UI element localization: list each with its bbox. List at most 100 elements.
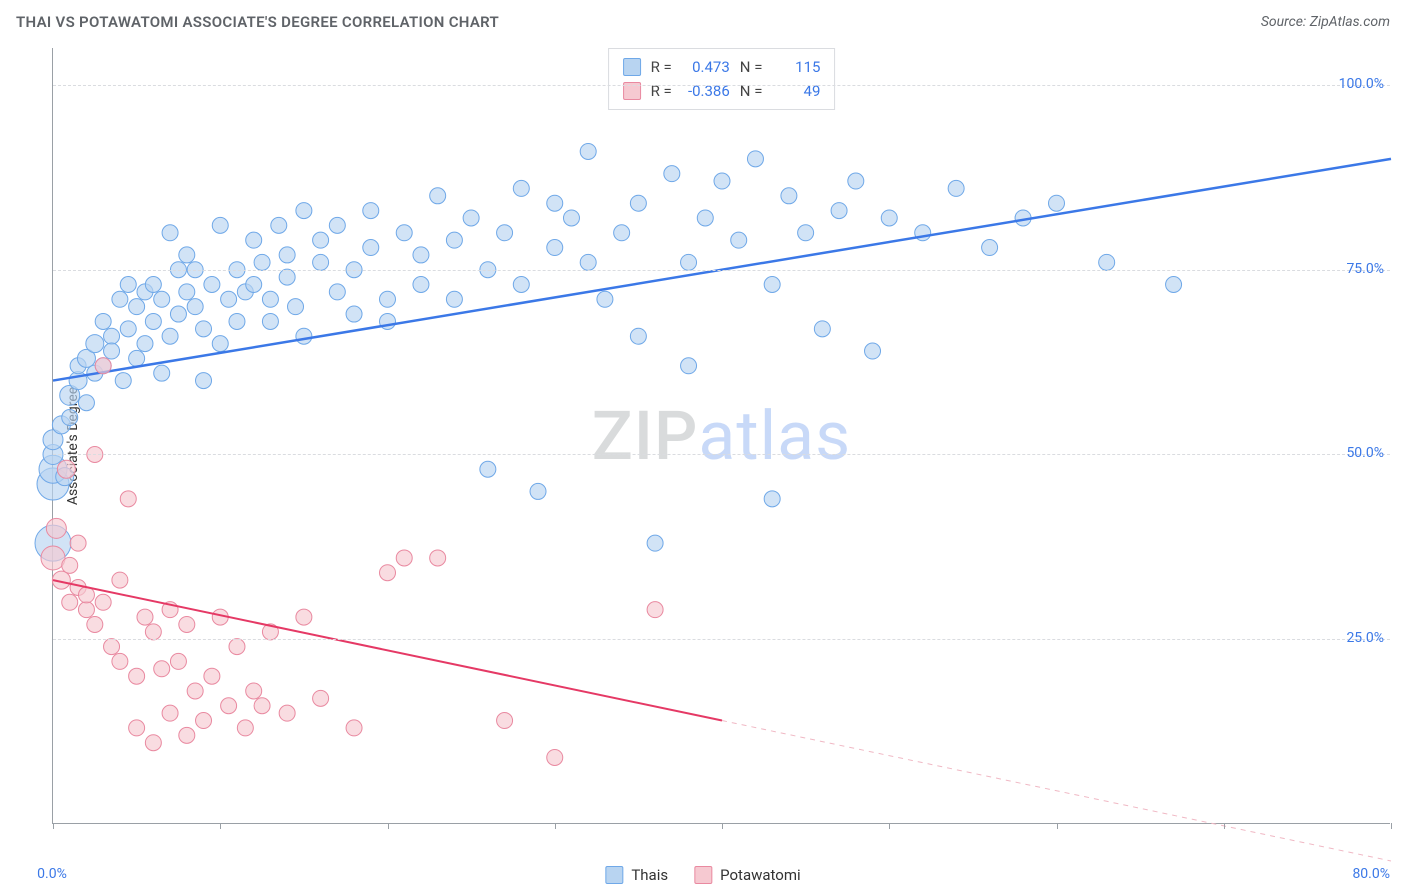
scatter-point	[246, 232, 262, 248]
scatter-point	[513, 180, 529, 196]
scatter-point	[87, 616, 103, 632]
scatter-point	[170, 306, 186, 322]
scatter-point	[196, 713, 212, 729]
scatter-point	[62, 410, 78, 426]
scatter-point	[129, 720, 145, 736]
scatter-point	[271, 217, 287, 233]
scatter-point	[162, 705, 178, 721]
scatter-point	[982, 240, 998, 256]
scatter-point	[112, 653, 128, 669]
stats-row-2: R = -0.386 N = 49	[623, 79, 821, 103]
bottom-legend: Thais Potawatomi	[605, 866, 800, 884]
scatter-point	[154, 291, 170, 307]
scatter-point	[179, 616, 195, 632]
scatter-point	[446, 232, 462, 248]
scatter-point	[313, 232, 329, 248]
scatter-point	[115, 373, 131, 389]
x-tick	[889, 823, 890, 829]
scatter-point	[764, 491, 780, 507]
scatter-point	[547, 195, 563, 211]
scatter-point	[681, 254, 697, 270]
scatter-point	[647, 535, 663, 551]
scatter-point	[112, 572, 128, 588]
scatter-point	[630, 328, 646, 344]
chart-container: THAI VS POTAWATOMI ASSOCIATE'S DEGREE CO…	[0, 0, 1406, 892]
y-tick-label: 25.0%	[1346, 630, 1384, 646]
x-tick	[388, 823, 389, 829]
scatter-point	[296, 609, 312, 625]
x-tick	[1391, 823, 1392, 829]
scatter-point	[497, 713, 513, 729]
scatter-point	[279, 247, 295, 263]
scatter-point	[104, 328, 120, 344]
scatter-point	[129, 350, 145, 366]
scatter-point	[62, 557, 78, 573]
scatter-point	[630, 195, 646, 211]
scatter-point	[380, 565, 396, 581]
scatter-point	[814, 321, 830, 337]
scatter-point	[129, 668, 145, 684]
x-tick	[1224, 823, 1225, 829]
x-tick	[555, 823, 556, 829]
stats-row-1: R = 0.473 N = 115	[623, 55, 821, 79]
scatter-point	[187, 299, 203, 315]
scatter-point	[196, 321, 212, 337]
legend-swatch-1	[605, 866, 623, 884]
scatter-point	[346, 720, 362, 736]
scatter-point	[145, 624, 161, 640]
scatter-point	[95, 358, 111, 374]
scatter-point	[313, 690, 329, 706]
scatter-point	[580, 254, 596, 270]
scatter-point	[279, 705, 295, 721]
scatter-point	[747, 151, 763, 167]
scatter-point	[86, 335, 104, 353]
scatter-point	[145, 276, 161, 292]
scatter-point	[78, 395, 94, 411]
scatter-point	[547, 240, 563, 256]
scatter-point	[120, 321, 136, 337]
plot-area: ZIPatlas R = 0.473 N = 115 R = -0.386 N …	[52, 48, 1390, 824]
gridline-h	[53, 454, 1390, 455]
scatter-point	[1049, 195, 1065, 211]
scatter-point	[129, 299, 145, 315]
scatter-point	[212, 336, 228, 352]
scatter-point	[246, 683, 262, 699]
legend-label-1: Thais	[631, 866, 668, 884]
gridline-h	[53, 85, 1390, 86]
scatter-point	[279, 269, 295, 285]
scatter-point	[681, 358, 697, 374]
x-tick	[53, 823, 54, 829]
scatter-point	[463, 210, 479, 226]
scatter-point	[57, 460, 75, 478]
y-tick-label: 75.0%	[1346, 261, 1384, 277]
scatter-point	[162, 225, 178, 241]
scatter-point	[547, 749, 563, 765]
scatter-point	[196, 373, 212, 389]
scatter-point	[246, 276, 262, 292]
gridline-h	[53, 639, 1390, 640]
scatter-point	[480, 461, 496, 477]
x-tick	[220, 823, 221, 829]
scatter-point	[346, 306, 362, 322]
x-axis-min-label: 0.0%	[37, 866, 67, 882]
chart-source: Source: ZipAtlas.com	[1261, 14, 1390, 30]
scatter-point	[363, 240, 379, 256]
scatter-point	[948, 180, 964, 196]
stats-box: R = 0.473 N = 115 R = -0.386 N = 49	[608, 48, 836, 110]
scatter-point	[413, 276, 429, 292]
scatter-point	[221, 698, 237, 714]
scatter-point	[513, 276, 529, 292]
scatter-point	[145, 735, 161, 751]
scatter-point	[288, 299, 304, 315]
y-tick-label: 100.0%	[1339, 76, 1384, 92]
scatter-point	[446, 291, 462, 307]
scatter-point	[396, 550, 412, 566]
legend-swatch-2	[694, 866, 712, 884]
scatter-point	[179, 284, 195, 300]
trend-line	[53, 580, 722, 720]
scatter-point	[396, 225, 412, 241]
scatter-point	[865, 343, 881, 359]
scatter-point	[137, 336, 153, 352]
scatter-point	[254, 254, 270, 270]
scatter-point	[46, 518, 66, 538]
